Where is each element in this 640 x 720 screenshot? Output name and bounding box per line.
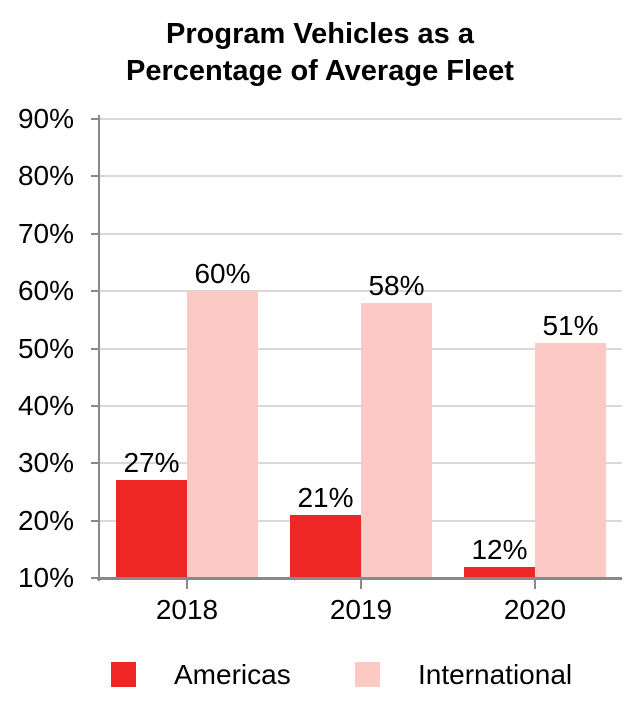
y-tick-mark (91, 462, 100, 465)
y-tick-mark (91, 577, 100, 579)
x-tick-mark (360, 578, 362, 589)
y-tick-label: 30% (17, 447, 74, 479)
y-tick-label: 40% (17, 389, 74, 421)
x-axis-label-2018: 2018 (155, 594, 219, 625)
bar-international-2018 (187, 291, 258, 578)
y-tick-mark (91, 232, 100, 235)
gridline (100, 232, 622, 235)
data-label-international-2018: 60% (194, 258, 251, 290)
legend-swatch-americas (111, 662, 136, 687)
data-label-international-2020: 51% (542, 309, 599, 341)
gridline (100, 175, 622, 178)
bar-americas-2019 (290, 514, 361, 578)
gridline (100, 118, 622, 120)
data-label-americas-2020: 12% (471, 533, 528, 565)
data-label-americas-2018: 27% (123, 447, 180, 479)
gridline (100, 290, 622, 293)
legend-swatch-international (355, 662, 380, 687)
y-tick-mark (91, 118, 100, 120)
y-tick-mark (91, 404, 100, 407)
data-label-international-2019: 58% (368, 269, 425, 301)
y-tick-label: 60% (17, 275, 74, 307)
y-tick-label: 80% (17, 160, 74, 192)
y-tick-label: 20% (17, 504, 74, 536)
y-tick-mark (91, 347, 100, 350)
bar-americas-2018 (116, 480, 187, 578)
chart-title-line1: Program Vehicles as a (166, 18, 474, 50)
x-tick-mark (186, 578, 188, 589)
y-tick-label: 50% (17, 332, 74, 364)
bar-americas-2020 (464, 566, 535, 578)
y-tick-mark (91, 290, 100, 293)
chart-title: Program Vehicles as a Percentage of Aver… (0, 16, 640, 90)
y-tick-label: 90% (17, 103, 74, 134)
x-axis-line (97, 577, 622, 580)
bar-international-2020 (535, 342, 606, 578)
x-tick-mark (534, 578, 536, 589)
legend-label-international: International (418, 659, 573, 690)
x-axis-label-2020: 2020 (503, 594, 567, 625)
bar-international-2019 (361, 302, 432, 578)
chart-title-line2: Percentage of Average Fleet (126, 55, 514, 87)
legend-label-americas: Americas (174, 659, 291, 690)
data-label-americas-2019: 21% (297, 481, 354, 513)
y-tick-mark (91, 175, 100, 178)
y-tick-mark (91, 519, 100, 522)
x-axis-label-2019: 2019 (329, 594, 393, 625)
y-tick-label: 10% (17, 562, 74, 593)
y-tick-label: 70% (17, 217, 74, 249)
